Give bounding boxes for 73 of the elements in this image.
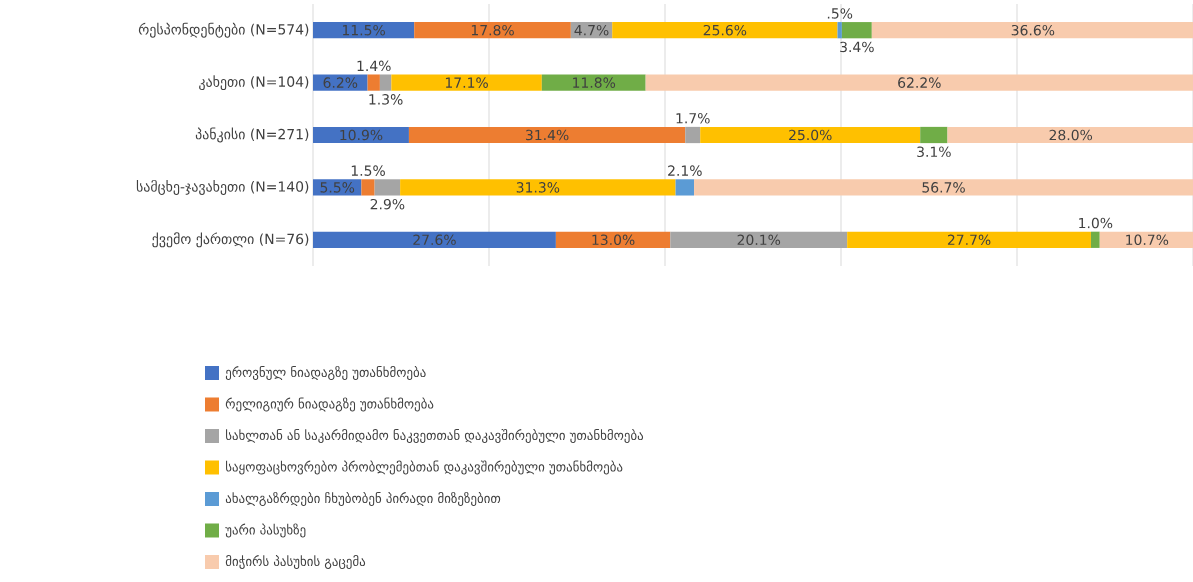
data-label: 25.6%	[703, 24, 747, 36]
data-label: 20.1%	[737, 234, 781, 246]
bar	[1090, 231, 1100, 248]
data-label: 6.2%	[323, 77, 358, 88]
data-label: 11.8%	[573, 77, 616, 88]
bar	[313, 22, 415, 39]
bar	[947, 126, 1193, 144]
bar	[694, 179, 1193, 196]
bar	[841, 22, 872, 39]
data-label: 3.4%	[840, 41, 874, 53]
data-label: 31.3%	[516, 182, 560, 193]
data-label: 28.0%	[1049, 129, 1093, 141]
bar	[414, 22, 571, 39]
bar	[675, 179, 695, 196]
y-tick-label: ქვემო ქართლი (N=76)	[152, 232, 309, 248]
bar	[367, 74, 380, 91]
data-label: 4.7%	[574, 24, 609, 36]
bar	[391, 74, 542, 91]
bar	[313, 179, 362, 196]
y-tick-label: პანკისი (N=271)	[195, 127, 309, 143]
bar	[1099, 231, 1193, 248]
legend-label: სახლთან ან საკარმიდამო ნაკვეთთან დაკავშირებული უთანხმოება	[226, 429, 644, 443]
data-label: 3.1%	[917, 146, 951, 158]
data-label: 5.5%	[320, 182, 355, 193]
bar	[541, 74, 646, 91]
data-label: 17.1%	[445, 77, 488, 88]
bar	[837, 22, 842, 39]
data-label: 1.7%	[676, 112, 710, 124]
data-label: 25.0%	[789, 129, 832, 141]
y-tick-label: კახეთი (N=104)	[199, 75, 309, 91]
legend-label: რელიგიურ ნიადაგზე უთანხმოება	[225, 397, 434, 412]
data-label: .5%	[827, 8, 853, 19]
data-label: 1.5%	[351, 165, 385, 176]
bar	[645, 74, 1193, 91]
legend-label: საყოფაცხოვრებო პრობლემებთან დაკავშირებული უთანხმოება	[226, 460, 623, 475]
data-label: 1.4%	[357, 60, 391, 72]
data-label: 36.6%	[1011, 24, 1055, 36]
bar	[700, 126, 921, 144]
bar	[379, 74, 392, 91]
bar	[313, 126, 409, 144]
bar	[408, 126, 686, 144]
bar	[871, 22, 1193, 39]
bar	[685, 126, 701, 144]
bar	[920, 126, 948, 144]
data-label: 62.2%	[898, 77, 941, 88]
data-label: 2.1%	[668, 165, 702, 176]
bar	[313, 231, 556, 248]
data-label: 13.0%	[592, 234, 635, 246]
bar	[555, 231, 671, 248]
bar	[313, 74, 368, 91]
legend-label: ეროვნულ ნიადაგზე უთანხმოება	[225, 366, 426, 380]
bar	[361, 179, 375, 196]
bar	[670, 231, 848, 248]
legend-label: უარი პასუხზე	[225, 523, 306, 538]
data-label: 11.5%	[342, 24, 385, 36]
data-label: 56.7%	[922, 182, 965, 193]
data-label: 1.0%	[1079, 217, 1113, 229]
data-label: 17.8%	[471, 24, 514, 36]
legend-label: ახალგაზრდები ჩხუბობენ პირადი მიზეზებით	[225, 492, 501, 506]
data-label: 31.4%	[526, 129, 569, 141]
data-label: 27.7%	[947, 234, 991, 246]
bar	[612, 22, 838, 39]
bar	[847, 231, 1091, 248]
bar	[400, 179, 676, 196]
y-tick-label: სამცხე-ჯავახეთი (N=140)	[136, 179, 309, 195]
bar	[374, 179, 401, 196]
data-label: 10.7%	[1126, 234, 1169, 246]
legend-label: მიჭირს პასუხის გაცემა	[225, 555, 366, 569]
data-label: 10.9%	[340, 129, 383, 141]
data-label: 2.9%	[370, 198, 405, 210]
y-tick-label: რესპონდენტები (N=574)	[138, 22, 309, 38]
data-label: 1.3%	[369, 94, 403, 105]
data-label: 27.6%	[413, 234, 456, 246]
